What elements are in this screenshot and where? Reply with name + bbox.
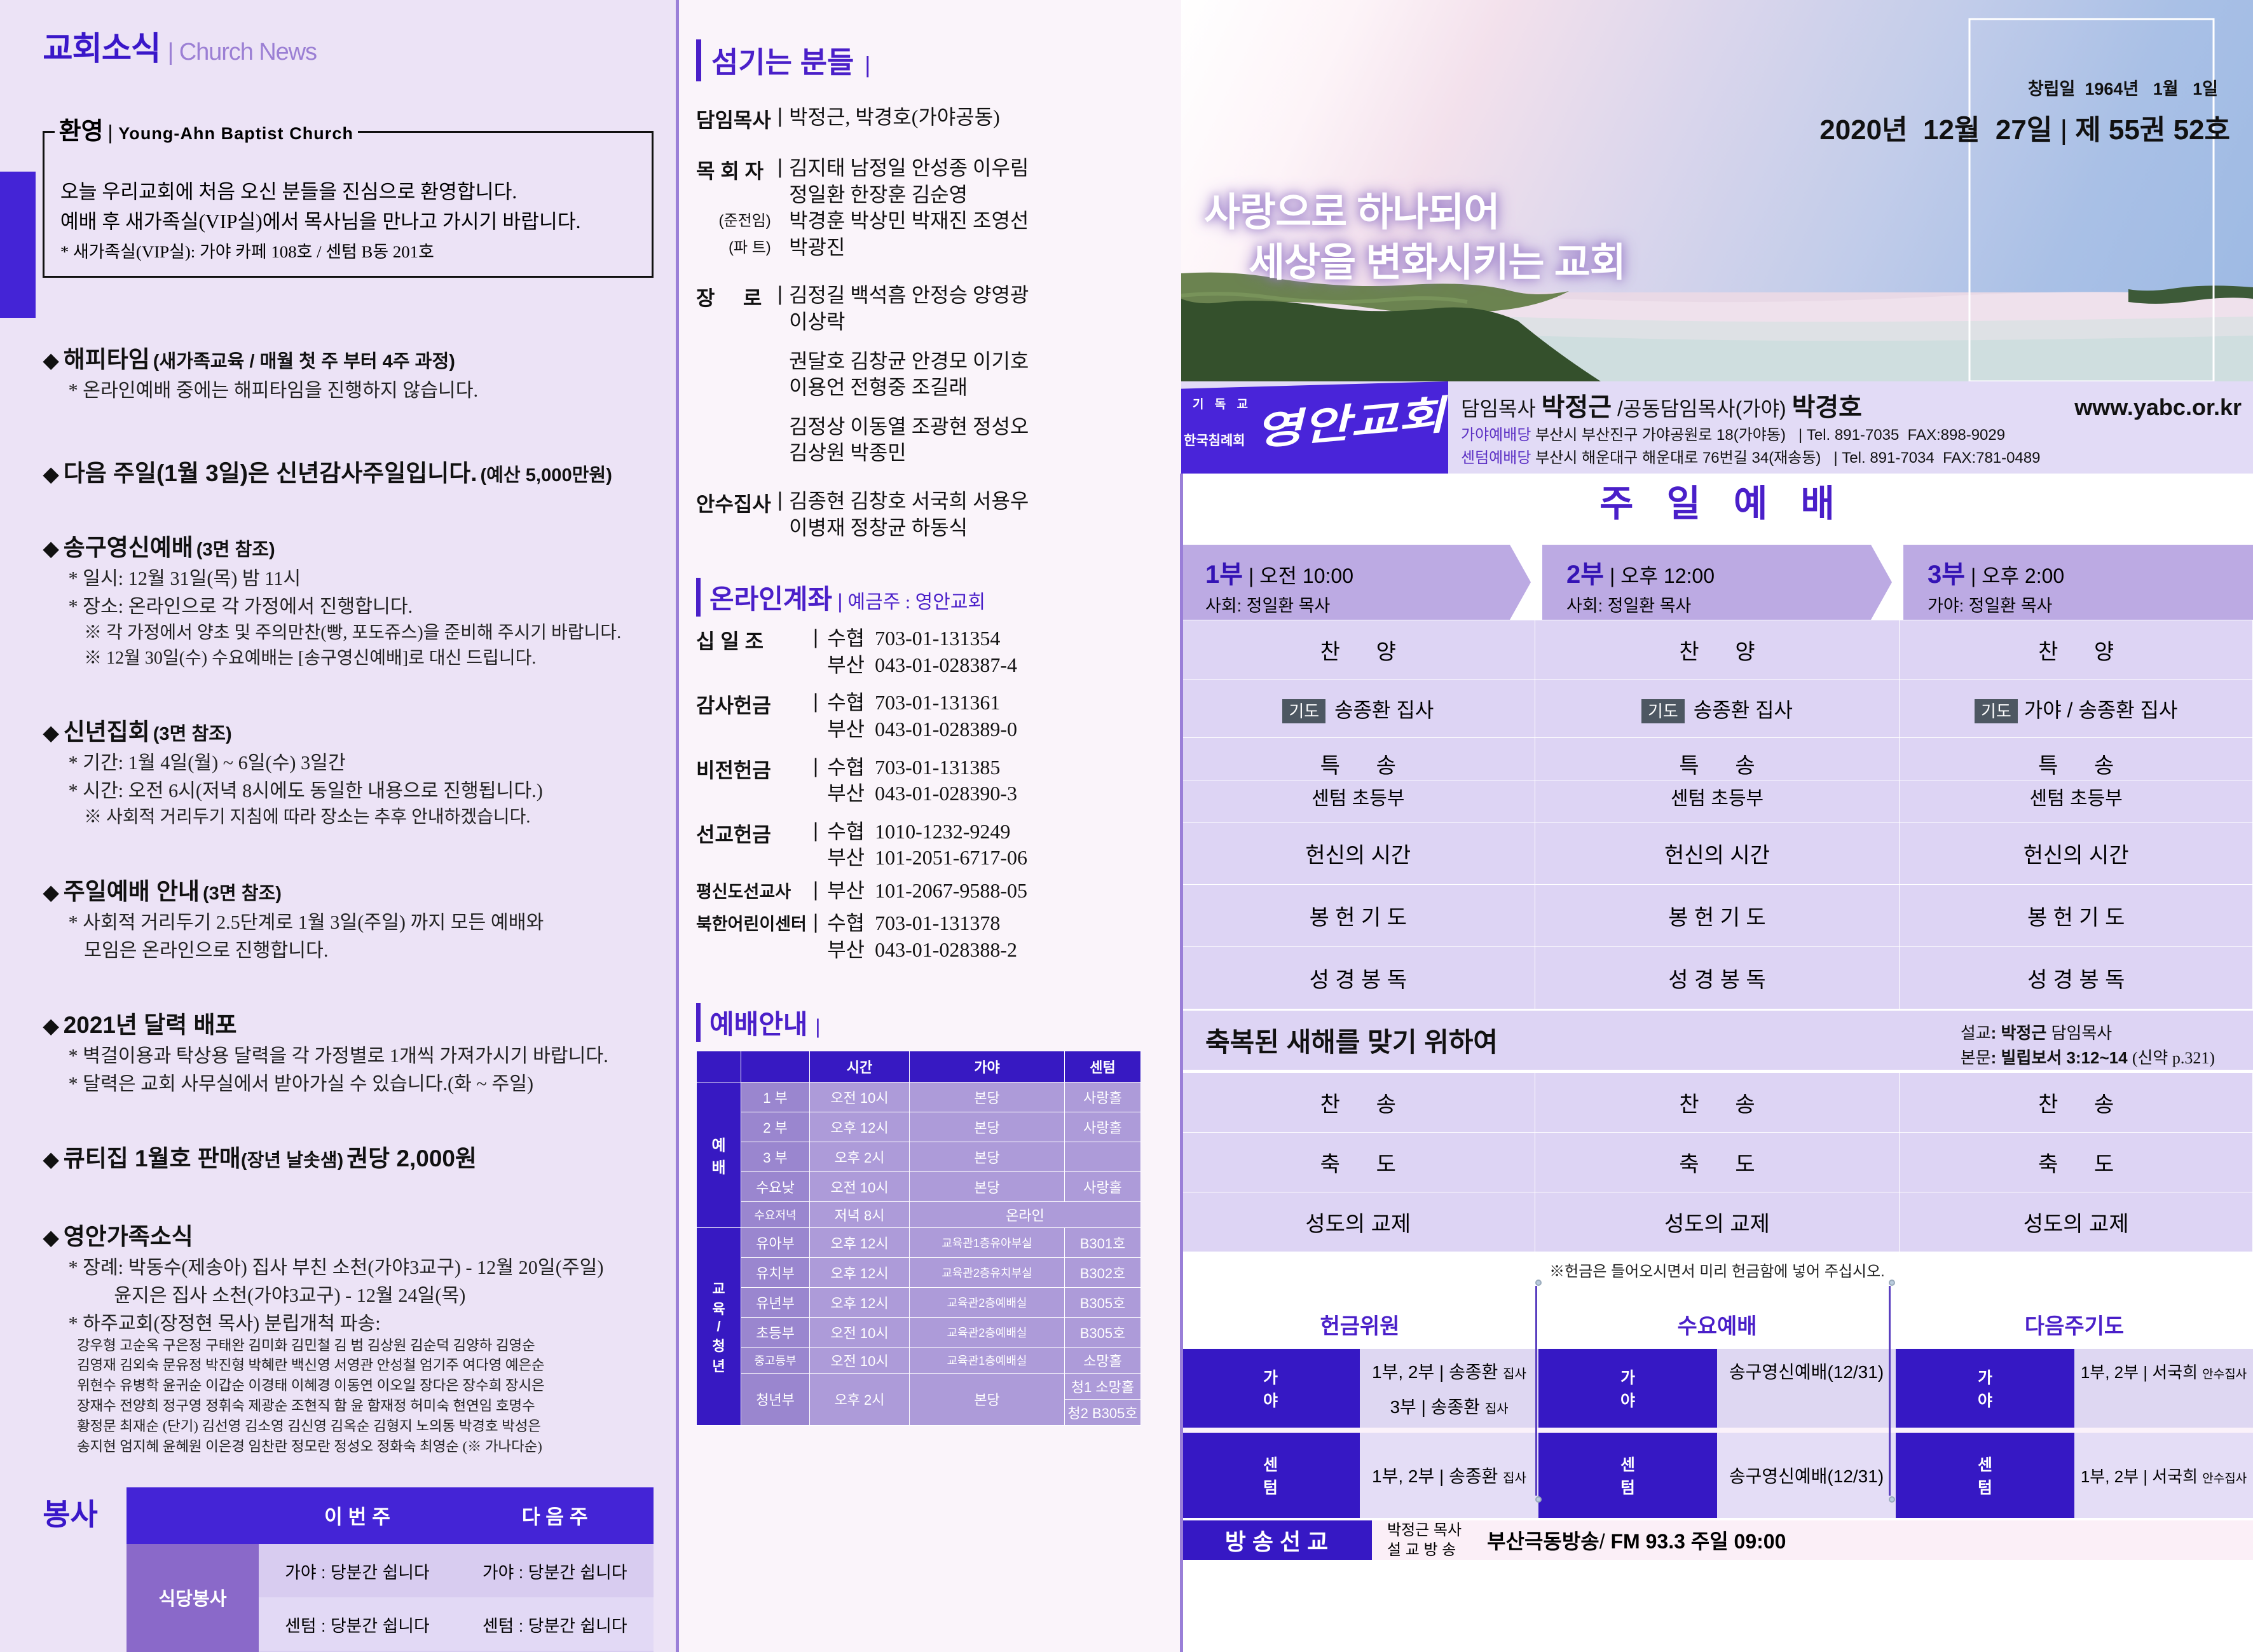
svg-text:기 독 교: 기 독 교: [1193, 397, 1252, 411]
svg-text:한국침례회: 한국침례회: [1184, 433, 1245, 448]
svg-text:영안교회: 영안교회: [1253, 393, 1448, 454]
